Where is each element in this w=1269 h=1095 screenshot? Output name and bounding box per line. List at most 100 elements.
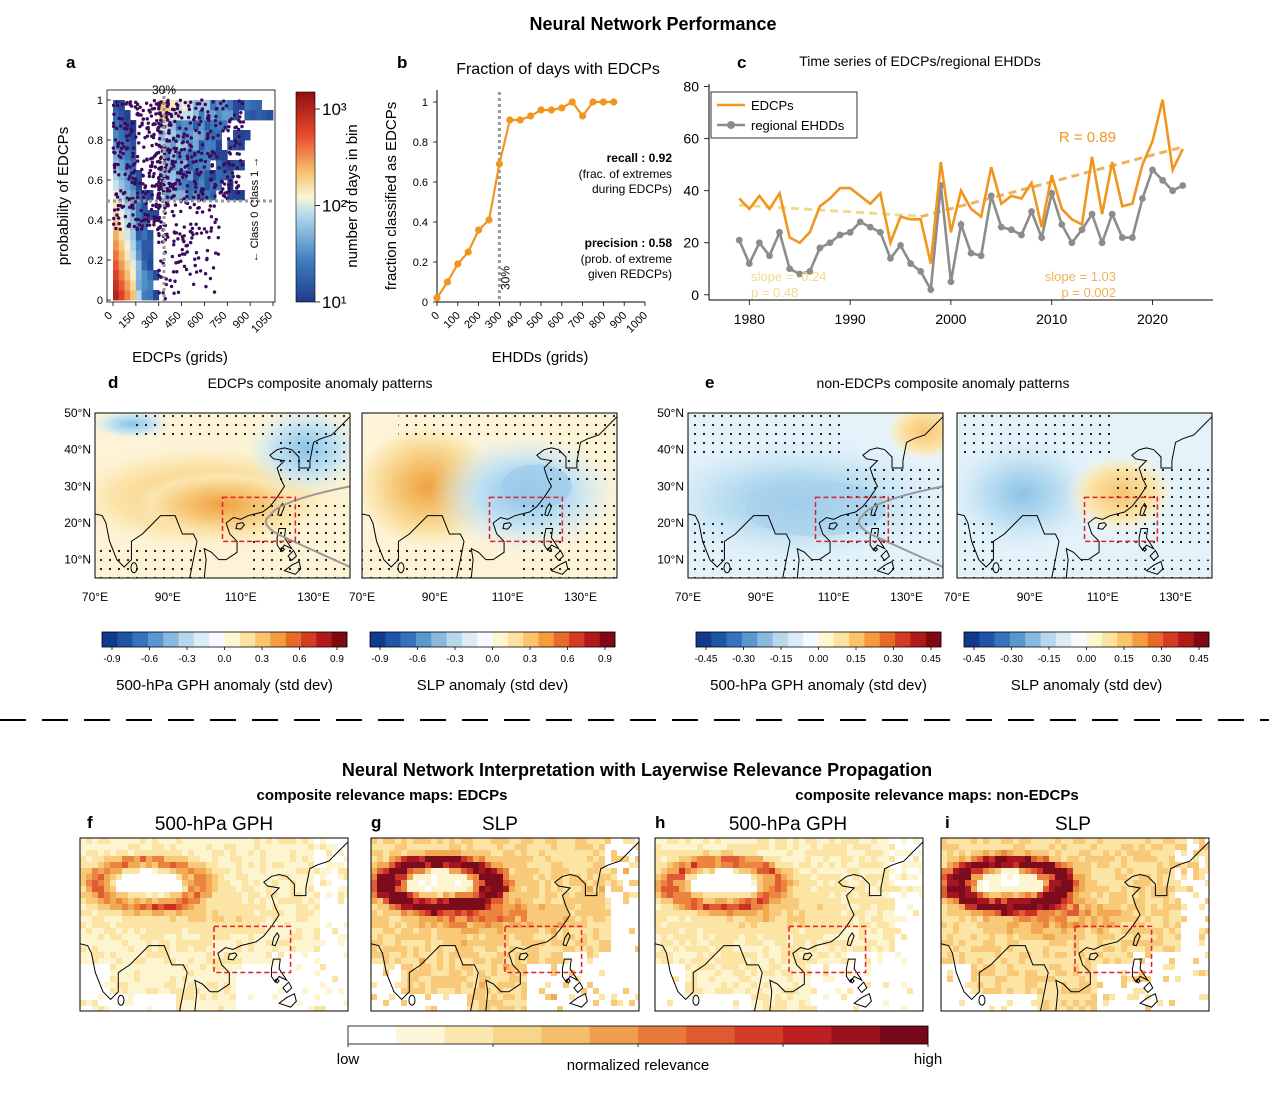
scatter-point <box>197 256 200 259</box>
relevance-cell <box>80 856 86 862</box>
relevance-cell <box>751 898 757 904</box>
scatter-point <box>173 147 176 150</box>
relevance-cell <box>971 850 977 856</box>
relevance-cell <box>587 904 593 910</box>
relevance-cell <box>491 880 497 886</box>
relevance-cell <box>859 904 865 910</box>
relevance-cell <box>449 916 455 922</box>
relevance-cell <box>1043 922 1049 928</box>
relevance-cell <box>1019 922 1025 928</box>
relevance-cell <box>140 856 146 862</box>
scatter-point <box>239 111 242 114</box>
relevance-cell <box>835 838 841 844</box>
scatter-point <box>151 123 154 126</box>
relevance-cell <box>290 886 296 892</box>
relevance-cell <box>425 874 431 880</box>
relevance-cell <box>479 850 485 856</box>
relevance-cell <box>122 928 128 934</box>
relevance-cell <box>389 940 395 946</box>
relevance-cell <box>697 898 703 904</box>
panel-b-xtick-label: 800 <box>587 310 608 331</box>
scatter-point <box>128 103 131 106</box>
relevance-cell <box>437 934 443 940</box>
relevance-cell <box>473 838 479 844</box>
relevance-cell <box>629 892 635 898</box>
scatter-point <box>142 174 145 177</box>
relevance-cell <box>697 946 703 952</box>
relevance-cell <box>461 928 467 934</box>
relevance-cell <box>593 904 599 910</box>
relevance-cell <box>128 868 134 874</box>
relevance-cell <box>655 850 661 856</box>
panel-a-cbar-tick-label: 10¹ <box>322 293 347 312</box>
relevance-cell <box>977 922 983 928</box>
relevance-cell <box>811 862 817 868</box>
panel-c-xtick-label: 1980 <box>734 311 765 327</box>
scatter-point <box>194 182 197 185</box>
relevance-cell <box>200 916 206 922</box>
relevance-cell <box>212 898 218 904</box>
scatter-point <box>190 236 193 239</box>
relevance-cell <box>841 994 847 1000</box>
relevance-cell <box>697 982 703 988</box>
relevance-cell <box>80 868 86 874</box>
relevance-cell <box>995 898 1001 904</box>
relevance-cell <box>787 988 793 994</box>
relevance-cell <box>983 868 989 874</box>
relevance-cell <box>1007 916 1013 922</box>
relevance-cell <box>122 922 128 928</box>
relevance-cell <box>551 862 557 868</box>
relevance-cell <box>140 952 146 958</box>
relevance-cell <box>775 1000 781 1006</box>
relevance-cell <box>449 910 455 916</box>
relevance-cell <box>104 844 110 850</box>
relevance-cell <box>551 868 557 874</box>
relevance-cell <box>661 904 667 910</box>
scatter-point <box>188 149 191 152</box>
relevance-cell <box>158 952 164 958</box>
relevance-cell <box>1037 910 1043 916</box>
relevance-cell <box>473 934 479 940</box>
relevance-cell <box>947 880 953 886</box>
relevance-cell <box>1055 1000 1061 1006</box>
relevance-cell <box>479 856 485 862</box>
relevance-cell <box>769 844 775 850</box>
relevance-cell <box>413 850 419 856</box>
relevance-cell <box>527 910 533 916</box>
relevance-cell <box>1037 838 1043 844</box>
relevance-cell <box>170 934 176 940</box>
heatmap-bin <box>136 230 142 240</box>
relevance-cell <box>236 904 242 910</box>
relevance-cell <box>995 940 1001 946</box>
relevance-cell <box>751 892 757 898</box>
relevance-cell <box>290 922 296 928</box>
panel-c-xtick-label: 2000 <box>935 311 966 327</box>
scatter-point <box>229 152 232 155</box>
scatter-point <box>152 172 155 175</box>
relevance-cell <box>557 844 563 850</box>
relevance-cell <box>128 892 134 898</box>
relevance-cell <box>1037 940 1043 946</box>
relevance-cell <box>194 970 200 976</box>
relevance-cell <box>959 898 965 904</box>
relevance-cell <box>811 916 817 922</box>
scatter-point <box>182 173 185 176</box>
relevance-cell <box>545 868 551 874</box>
relevance-cell <box>685 988 691 994</box>
heatmap-bin <box>119 280 125 290</box>
relevance-cell <box>176 904 182 910</box>
relevance-cell <box>449 880 455 886</box>
relevance-cell <box>260 946 266 952</box>
relevance-cell <box>278 844 284 850</box>
relevance-cell <box>254 868 260 874</box>
relevance-cell <box>805 862 811 868</box>
relevance-cell <box>236 838 242 844</box>
relevance-cell <box>230 874 236 880</box>
relevance-cell <box>655 946 661 952</box>
scatter-point <box>197 173 200 176</box>
relevance-cell <box>751 904 757 910</box>
scatter-point <box>175 270 178 273</box>
relevance-cell <box>296 874 302 880</box>
relevance-cell <box>437 946 443 952</box>
relevance-cell <box>769 886 775 892</box>
